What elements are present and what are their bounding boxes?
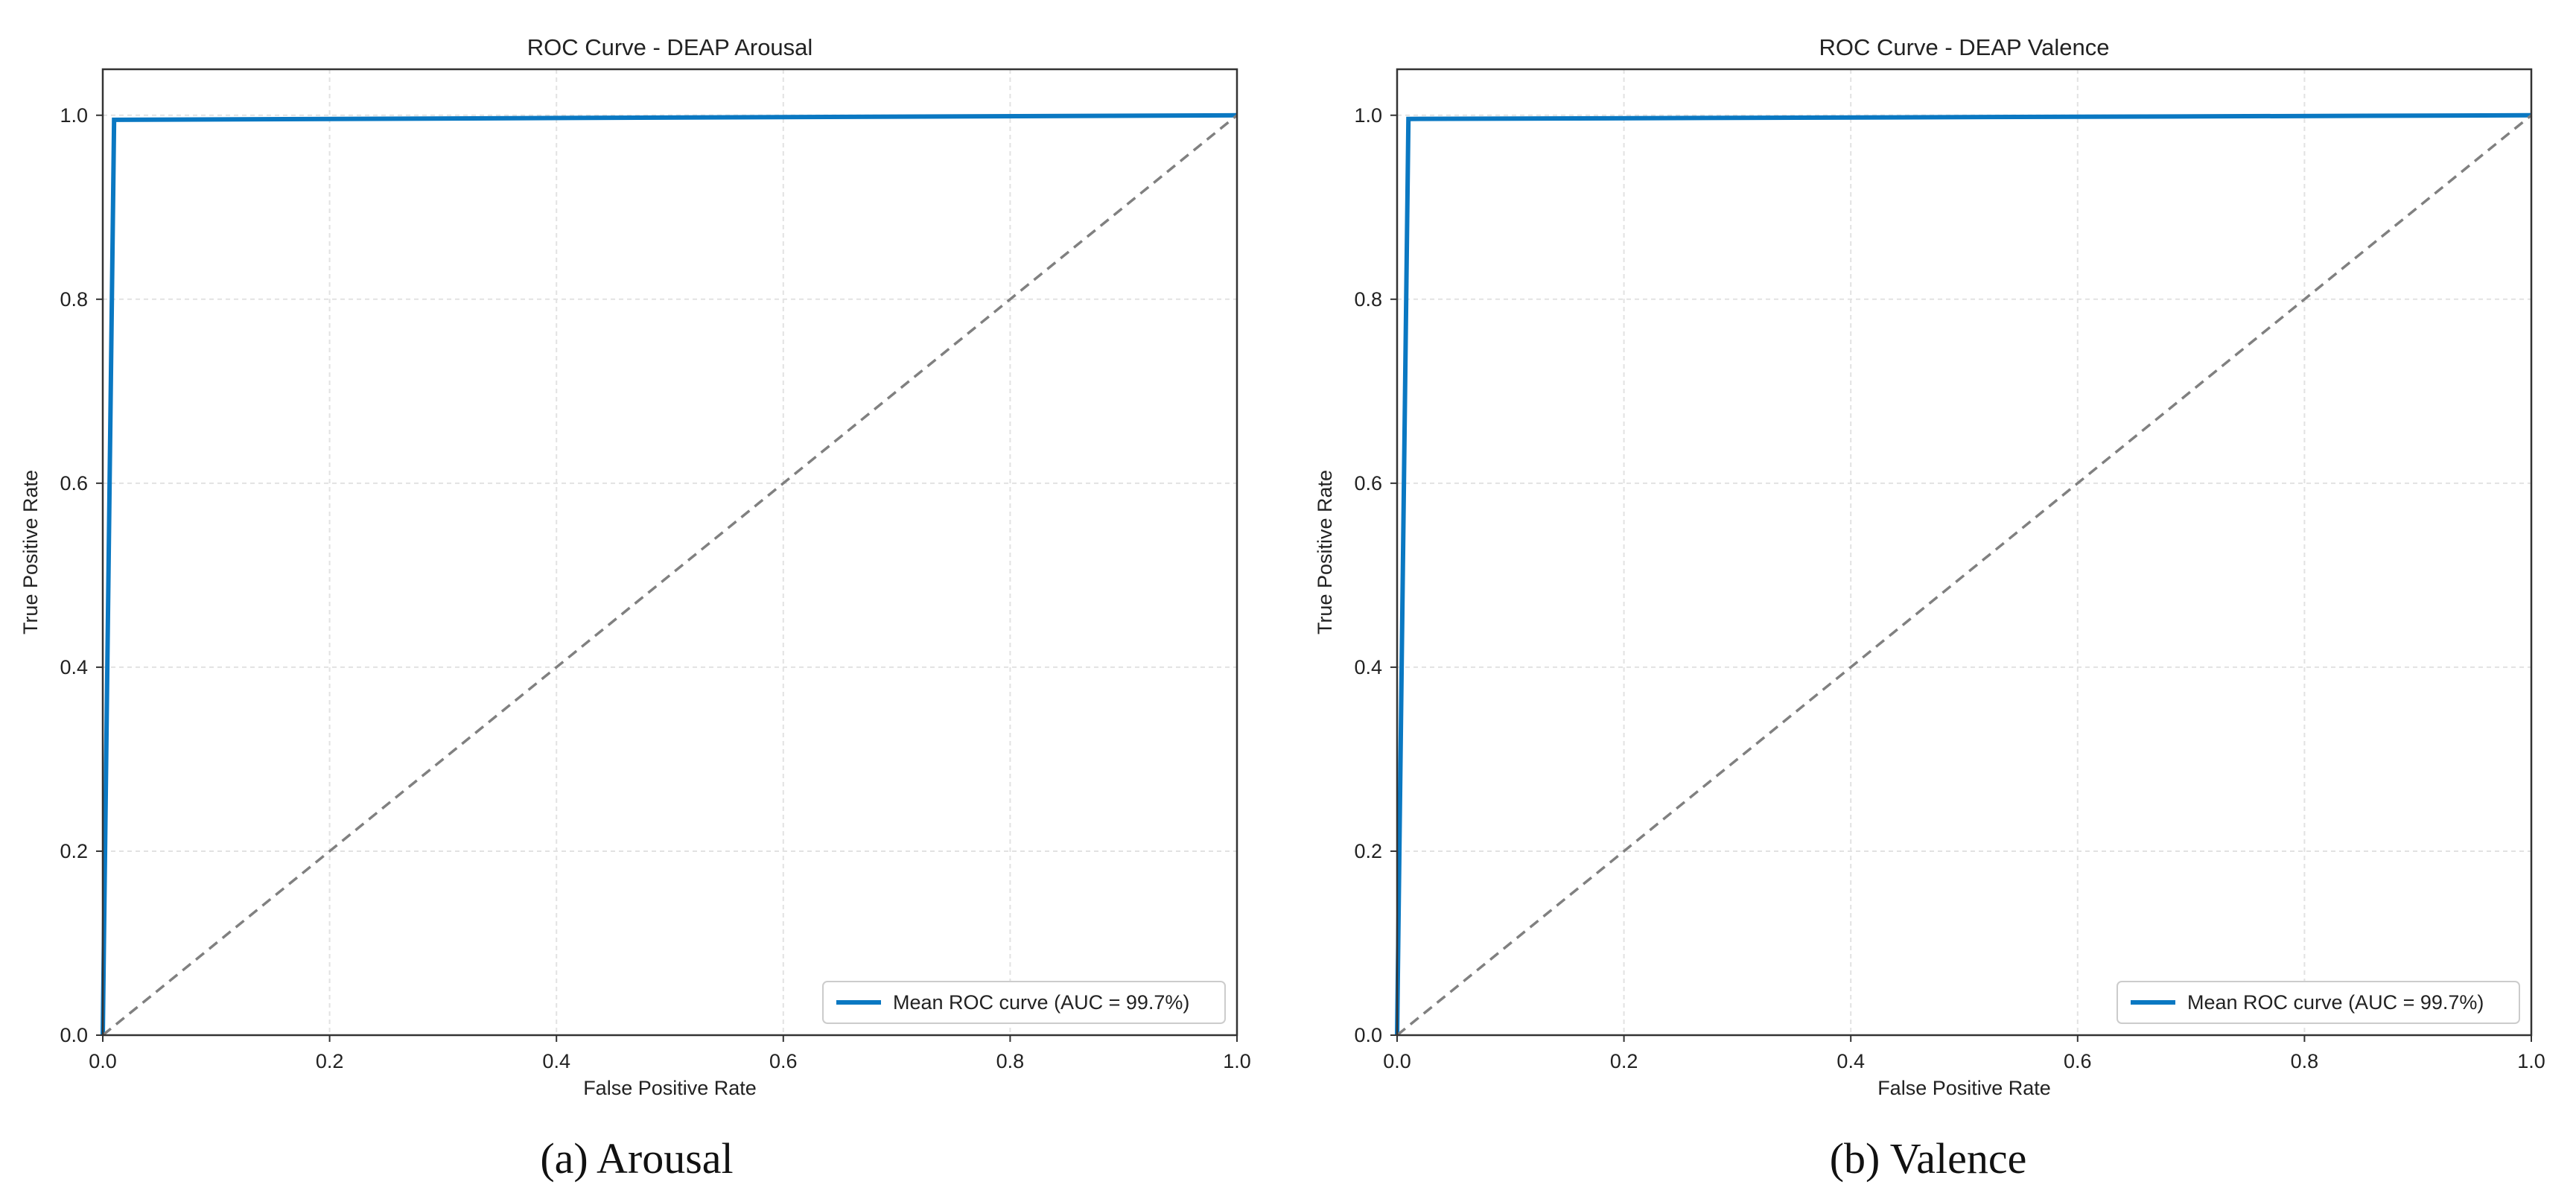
- x-tick-label: 1.0: [2517, 1050, 2545, 1072]
- legend-label: Mean ROC curve (AUC = 99.7%): [2187, 991, 2484, 1014]
- x-tick-label: 0.6: [769, 1050, 798, 1072]
- plot-area: [103, 69, 1237, 1035]
- chance-line: [101, 114, 1238, 1037]
- x-tick-label: 1.0: [1223, 1050, 1251, 1072]
- roc-curve-line: [101, 112, 1238, 1036]
- legend: Mean ROC curve (AUC = 99.7%): [822, 981, 1226, 1024]
- x-tick-label: 0.6: [2064, 1050, 2092, 1072]
- y-tick-label: 1.0: [60, 104, 88, 127]
- subfigure-caption: (b) Valence: [1830, 1134, 2027, 1183]
- chance-line: [1396, 114, 2533, 1037]
- x-tick-label: 0.0: [89, 1050, 117, 1072]
- x-axis-label: False Positive Rate: [1877, 1077, 2051, 1099]
- roc-curve-line: [1395, 112, 2532, 1036]
- x-tick-label: 0.8: [2291, 1050, 2319, 1072]
- legend: Mean ROC curve (AUC = 99.7%): [2117, 981, 2520, 1024]
- subfigure-caption: (a) Arousal: [540, 1134, 733, 1183]
- x-tick-label: 0.4: [1836, 1050, 1865, 1072]
- legend-box: [2117, 981, 2520, 1024]
- legend-label: Mean ROC curve (AUC = 99.7%): [893, 991, 1189, 1014]
- plot-area: [1397, 69, 2531, 1035]
- y-tick-label: 0.8: [60, 288, 88, 311]
- legend-box: [822, 981, 1226, 1024]
- y-tick-label: 0.6: [1354, 472, 1382, 494]
- x-tick-label: 0.8: [996, 1050, 1025, 1072]
- x-tick-label: 0.2: [316, 1050, 344, 1072]
- y-tick-label: 0.0: [1354, 1024, 1382, 1046]
- y-tick-label: 0.2: [60, 840, 88, 862]
- x-tick-label: 0.0: [1383, 1050, 1411, 1072]
- y-tick-label: 0.8: [1354, 288, 1382, 311]
- y-tick-label: 0.0: [60, 1024, 88, 1046]
- x-tick-label: 0.2: [1610, 1050, 1638, 1072]
- y-tick-label: 0.4: [1354, 656, 1382, 678]
- y-axis-label: True Positive Rate: [1314, 470, 1336, 635]
- y-tick-label: 0.2: [1354, 840, 1382, 862]
- chart-panel-2: 0.0 0.2 0.4 0.6 0.8 1.0 0.0 0.2 0.4 0.6 0.8 1.0 ROC …: [1314, 34, 2545, 1099]
- y-tick-label: 0.4: [60, 656, 88, 678]
- axes-frame: [1396, 68, 2533, 1037]
- y-tick-label: 1.0: [1354, 104, 1382, 127]
- axes-frame: [101, 68, 1238, 1037]
- x-axis-label: False Positive Rate: [583, 1077, 757, 1099]
- y-axis-label: True Positive Rate: [19, 470, 42, 635]
- chart-title: ROC Curve - DEAP Arousal: [527, 34, 813, 60]
- chart-title: ROC Curve - DEAP Valence: [1819, 34, 2110, 60]
- x-tick-label: 0.4: [542, 1050, 570, 1072]
- chart-panel-1: 0.0 0.2 0.4 0.6 0.8 1.0 0.0 0.2 0.4 0.6 0.8 1.0 ROC …: [19, 34, 1251, 1099]
- y-tick-label: 0.6: [60, 472, 88, 494]
